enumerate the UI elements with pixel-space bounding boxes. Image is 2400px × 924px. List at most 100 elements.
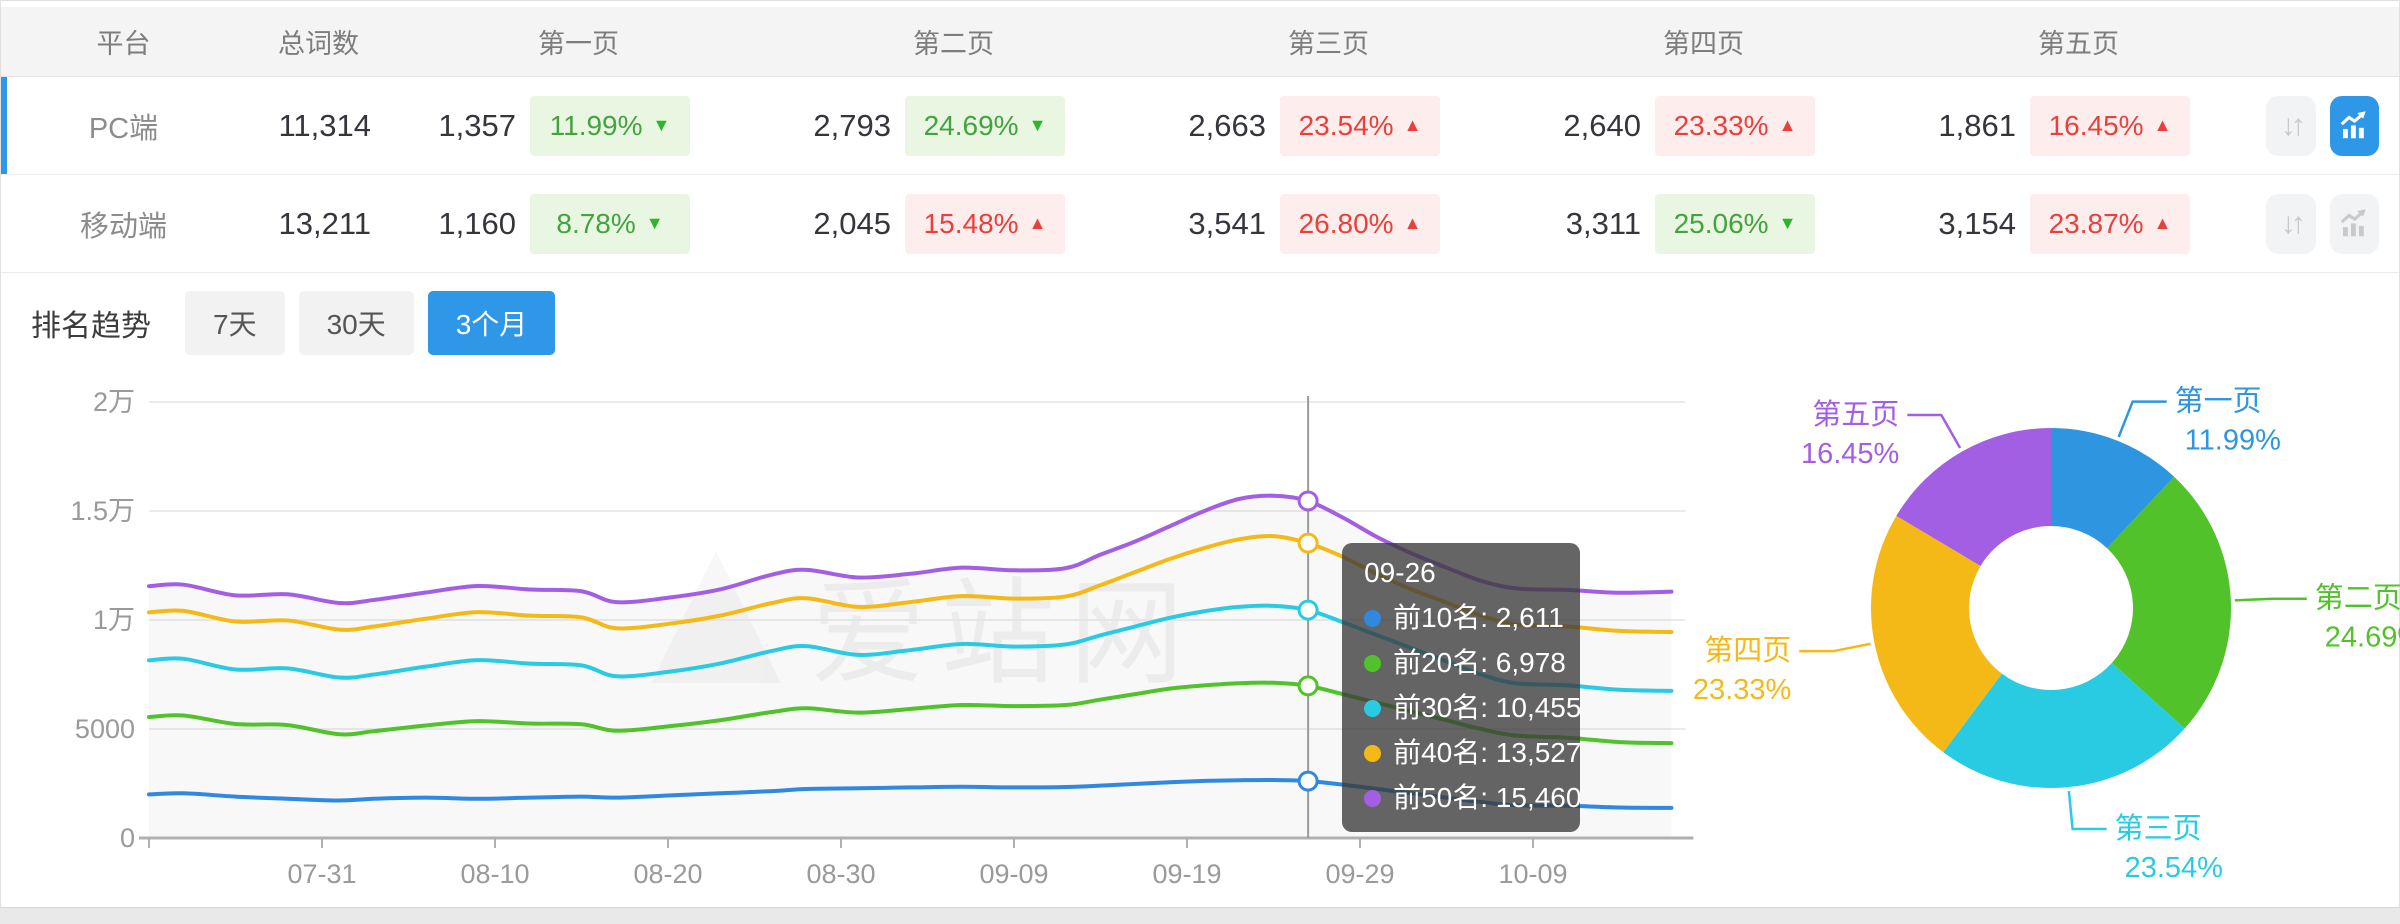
rank-trend-line-chart[interactable]: 爱站网 0 5000 1万 1.5万 2万 07-31 08-10 08-20 08-30 09-0…	[1, 373, 1701, 903]
arrow-up-icon: ▲	[1403, 213, 1422, 233]
donut-slice-第五页[interactable]	[1896, 428, 2051, 567]
column-header-5: 第四页	[1663, 29, 1744, 59]
column-header-3: 第二页	[913, 29, 994, 59]
arrow-down-icon: ▼	[645, 213, 664, 233]
crosshair-marker-前30名	[1297, 599, 1319, 621]
trend-chart-icon	[2335, 107, 2373, 145]
platform-label: 移动端	[79, 210, 167, 243]
page-2-count: 2,793	[813, 107, 891, 143]
charts-row: 爱站网 0 5000 1万 1.5万 2万 07-31 08-10 08-20 08-30 09-0…	[1, 373, 2400, 903]
change-badge: 8.78% ▼	[530, 193, 690, 254]
change-percent: 23.54%	[1298, 109, 1394, 141]
page-5-count: 1,861	[1938, 107, 2016, 143]
x-axis-tick-label: 08-20	[633, 859, 702, 889]
change-percent: 15.48%	[923, 207, 1019, 239]
tab-range-2[interactable]: 3个月	[427, 291, 556, 355]
rank-table: 平台 总词数 第一页 第二页 第三页 第四页 第五页 PC端 11,314 1,357 11.99…	[1, 7, 2399, 273]
donut-chart-svg: 第一页 11.99% 第二页 24.69% 第三页 23.54% 第四页 23.33% 第五页 1…	[1693, 385, 2400, 884]
arrow-up-icon: ▲	[2153, 115, 2172, 135]
arrow-down-icon: ▼	[1778, 213, 1797, 233]
y-axis-tick-label: 1万	[93, 605, 135, 635]
donut-label-percent: 11.99%	[2185, 425, 2281, 457]
trend-chart-button[interactable]	[2329, 95, 2379, 156]
change-badge: 16.45% ▲	[2030, 95, 2190, 156]
crosshair-marker-前10名	[1297, 770, 1319, 792]
trend-section-bar: 排名趋势 7天 30天 3个月	[1, 273, 2399, 373]
table-body: PC端 11,314 1,357 11.99% ▼ 2,793 24.69% ▼ 2,663 23…	[1, 77, 2399, 273]
donut-slice-第三页[interactable]	[1943, 662, 2185, 788]
total-words-value: 13,211	[278, 205, 371, 241]
y-axis-tick-label: 5000	[75, 714, 135, 744]
row-actions: ↓↑	[2266, 95, 2400, 156]
tab-range-1[interactable]: 30天	[298, 291, 414, 355]
page-3-cell: 2,663 23.54% ▲	[1141, 95, 1516, 156]
donut-label-percent: 23.54%	[2125, 852, 2223, 884]
donut-leader-line	[1907, 413, 1962, 449]
donut-label-percent: 16.45%	[1801, 438, 1899, 470]
x-axis-tick-label: 09-29	[1325, 859, 1394, 889]
page-2-count: 2,045	[813, 205, 891, 241]
column-header-2: 第一页	[538, 29, 619, 59]
table-row-移动端[interactable]: 移动端 13,211 1,160 8.78% ▼ 2,045 15.48% ▲ 3,541 26.…	[1, 175, 2399, 273]
x-axis-tick-label: 09-09	[979, 859, 1048, 889]
line-chart-svg: 爱站网 0 5000 1万 1.5万 2万 07-31 08-10 08-20 08-30 09-0…	[70, 387, 1694, 889]
donut-leader-line	[2234, 597, 2307, 602]
page-3-cell: 3,541 26.80% ▲	[1141, 193, 1516, 254]
page-1-count: 1,160	[438, 205, 516, 241]
donut-slice-第二页[interactable]	[2107, 476, 2231, 729]
trend-chart-icon	[2335, 205, 2373, 243]
donut-label-name: 第二页	[2315, 582, 2400, 615]
page-4-count: 3,311	[1565, 205, 1641, 241]
x-axis-tick-label: 07-31	[287, 859, 356, 889]
column-header-0: 平台	[96, 29, 151, 59]
change-badge: 24.69% ▼	[905, 95, 1065, 156]
change-badge: 23.33% ▲	[1655, 95, 1815, 156]
change-percent: 16.45%	[2048, 109, 2144, 141]
donut-label-percent: 24.69%	[2325, 622, 2400, 654]
sort-toggle-button[interactable]: ↓↑	[2266, 95, 2316, 156]
change-badge: 23.87% ▲	[2030, 193, 2190, 254]
page-3-count: 2,663	[1188, 107, 1266, 143]
page-3-count: 3,541	[1188, 205, 1266, 241]
watermark-text: 爱站网	[811, 570, 1198, 698]
arrow-up-icon: ▲	[1778, 115, 1797, 135]
donut-label-name: 第四页	[1704, 634, 1791, 667]
change-badge: 26.80% ▲	[1280, 193, 1440, 254]
page-1-cell: 1,357 11.99% ▼	[391, 95, 766, 156]
change-badge: 15.48% ▲	[905, 193, 1065, 254]
x-axis-tick-label: 09-19	[1152, 859, 1221, 889]
sort-toggle-button[interactable]: ↓↑	[2266, 193, 2316, 254]
page-4-count: 2,640	[1563, 107, 1641, 143]
x-axis-tick-label: 08-10	[460, 859, 529, 889]
platform-label: PC端	[88, 112, 159, 145]
row-actions: ↓↑	[2266, 193, 2400, 254]
trend-title: 排名趋势	[31, 310, 151, 343]
donut-leader-line	[2117, 400, 2167, 438]
crosshair-marker-前50名	[1297, 490, 1319, 512]
column-header-4: 第三页	[1288, 29, 1369, 59]
arrow-down-icon: ▼	[1028, 115, 1047, 135]
arrow-up-icon: ▲	[2153, 213, 2172, 233]
arrow-up-icon: ▲	[1028, 213, 1047, 233]
donut-label-name: 第一页	[2175, 385, 2262, 418]
change-percent: 8.78%	[556, 207, 636, 239]
donut-label-percent: 23.33%	[1693, 674, 1791, 706]
page-distribution-donut-chart[interactable]: 第一页 11.99% 第二页 24.69% 第三页 23.54% 第四页 23.33% 第五页 1…	[1693, 373, 2400, 903]
page-5-cell: 3,154 23.87% ▲	[1891, 193, 2266, 254]
page-5-cell: 1,861 16.45% ▲	[1891, 95, 2266, 156]
sort-arrows-icon: ↓↑	[2280, 206, 2306, 240]
page-5-count: 3,154	[1938, 205, 2016, 241]
change-percent: 23.33%	[1673, 109, 1769, 141]
x-axis-tick-label: 10-09	[1498, 859, 1567, 889]
tab-range-0[interactable]: 7天	[185, 291, 285, 355]
column-header-1: 总词数	[278, 29, 359, 59]
donut-slice-第四页[interactable]	[1871, 515, 2002, 753]
page-1-cell: 1,160 8.78% ▼	[391, 193, 766, 254]
change-percent: 24.69%	[923, 109, 1019, 141]
table-row-PC端[interactable]: PC端 11,314 1,357 11.99% ▼ 2,793 24.69% ▼ 2,663 23…	[1, 77, 2399, 175]
y-axis-tick-label: 1.5万	[70, 496, 135, 526]
crosshair-marker-前40名	[1297, 532, 1319, 554]
donut-slice-第一页[interactable]	[2051, 428, 2175, 549]
trend-chart-button[interactable]	[2329, 193, 2379, 254]
